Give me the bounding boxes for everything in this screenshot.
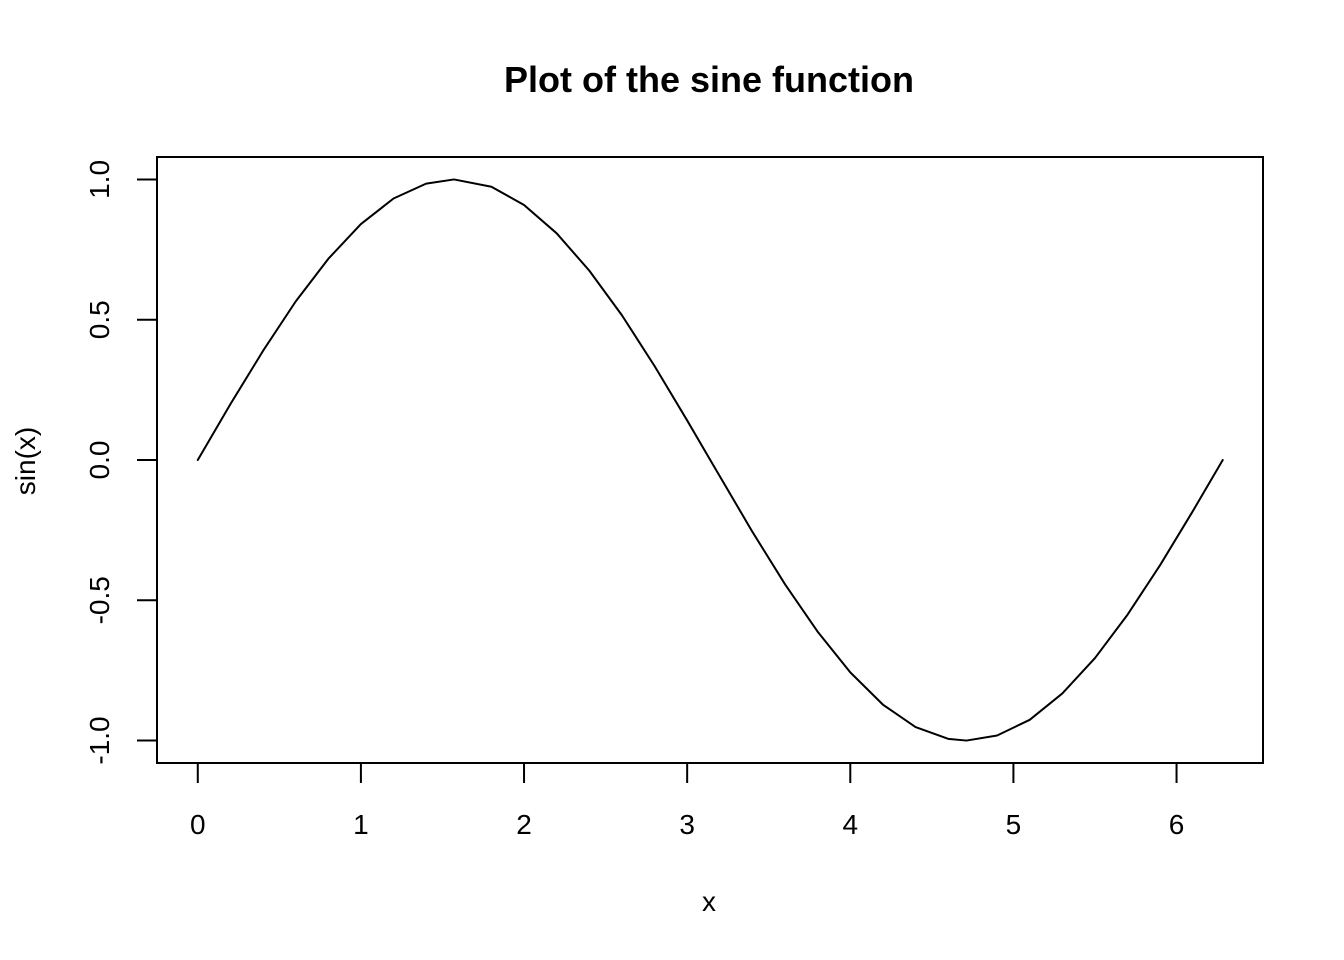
y-tick-label-0: -1.0 <box>84 716 115 764</box>
x-tick-label-0: 0 <box>190 809 206 840</box>
x-axis: 0 1 2 3 4 5 6 <box>190 762 1185 840</box>
y-tick-label-2: 0.0 <box>84 441 115 480</box>
y-tick-label-3: 0.5 <box>84 300 115 339</box>
series-layer <box>196 178 1224 742</box>
y-tick-label-1: -0.5 <box>84 576 115 624</box>
x-tick-label-5: 5 <box>1006 809 1022 840</box>
y-tick-label-4: 1.0 <box>84 160 115 199</box>
x-tick-label-1: 1 <box>353 809 369 840</box>
x-axis-title: x <box>702 886 716 917</box>
sine-series-line <box>196 178 1224 742</box>
chart-title: Plot of the sine function <box>504 59 914 100</box>
x-tick-label-4: 4 <box>843 809 859 840</box>
x-tick-label-6: 6 <box>1169 809 1185 840</box>
x-tick-label-3: 3 <box>679 809 695 840</box>
x-tick-label-2: 2 <box>516 809 532 840</box>
y-axis: -1.0 -0.5 0.0 0.5 1.0 <box>84 160 158 765</box>
y-axis-title: sin(x) <box>10 427 41 495</box>
